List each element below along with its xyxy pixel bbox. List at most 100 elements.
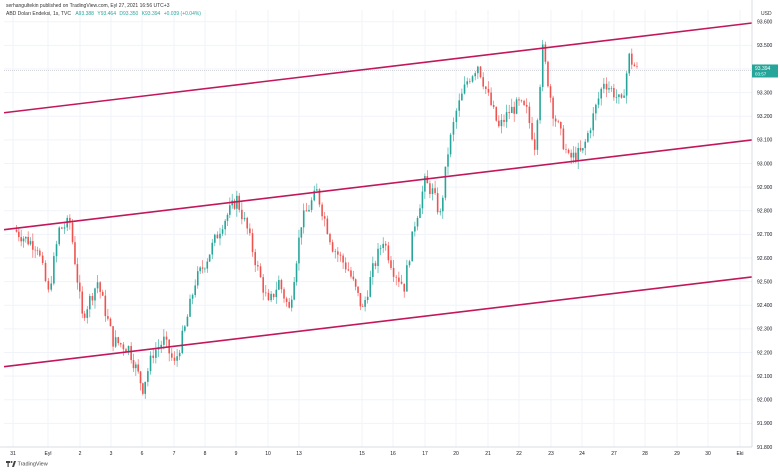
candle-body	[549, 86, 552, 98]
candles	[15, 39, 638, 399]
candle-body	[233, 200, 236, 209]
candle-body	[379, 248, 382, 249]
tradingview-branding[interactable]: TradingView	[6, 460, 48, 467]
candle-body	[135, 364, 137, 369]
candle-body	[525, 104, 528, 107]
candle-body	[357, 286, 359, 293]
lower-channel-line[interactable]	[3, 276, 753, 368]
candle-body	[628, 53, 631, 74]
candle-body	[238, 195, 240, 210]
candle-body	[310, 200, 313, 210]
candle-body	[280, 280, 283, 290]
candle-body	[107, 316, 109, 319]
candle-body	[270, 293, 272, 301]
candle-body	[482, 77, 484, 87]
candle-body	[41, 255, 44, 263]
candle-body	[444, 166, 447, 198]
upper-channel-line[interactable]	[3, 22, 753, 114]
x-tick-label: 9	[235, 451, 238, 457]
candle-body	[326, 218, 329, 234]
candle-body	[79, 282, 81, 292]
candle-body	[112, 326, 114, 347]
candle-body	[208, 254, 211, 262]
candle-body	[387, 245, 390, 261]
candle-body	[508, 112, 510, 114]
x-tick-label: 28	[642, 451, 648, 457]
candle-body	[589, 130, 592, 134]
candle-body	[132, 360, 135, 369]
candle-body	[71, 222, 74, 243]
candle-body	[500, 119, 503, 127]
candle-body	[206, 261, 209, 269]
candle-body	[560, 122, 562, 129]
candle-body	[592, 113, 594, 131]
candle-body	[262, 277, 264, 293]
candle-body	[503, 119, 505, 122]
candle-body	[331, 242, 334, 252]
candle-body	[372, 263, 374, 278]
axes: 93.60093.50093.40093.30093.20093.10093.0…	[0, 0, 778, 457]
candle-body	[479, 66, 482, 78]
candle-body	[165, 336, 168, 340]
candle-body	[104, 295, 107, 317]
candle-body	[577, 147, 579, 161]
x-tick-label: 8	[204, 451, 207, 457]
candle-body	[461, 93, 463, 101]
candle-body	[267, 292, 270, 301]
candle-body	[293, 282, 295, 300]
candle-body	[552, 97, 554, 119]
candle-body	[254, 252, 256, 266]
candle-body	[541, 44, 544, 88]
candle-body	[36, 250, 39, 251]
candle-body	[620, 94, 623, 98]
candle-body	[474, 73, 476, 77]
candle-body	[53, 256, 55, 284]
candle-body	[313, 190, 316, 201]
candle-body	[32, 241, 34, 250]
candle-body	[224, 220, 226, 230]
candle-body	[587, 133, 589, 142]
candle-body	[466, 81, 468, 85]
trend-lines[interactable]	[3, 22, 753, 368]
candle-body	[392, 267, 395, 277]
candle-body	[575, 152, 577, 161]
candle-body	[214, 234, 216, 243]
candle-body	[181, 330, 184, 353]
candle-body	[91, 296, 94, 301]
candle-body	[452, 122, 455, 135]
candle-body	[76, 264, 79, 283]
candle-body	[139, 371, 142, 384]
candle-body	[582, 148, 584, 151]
candle-body	[130, 346, 132, 361]
candle-body	[567, 149, 570, 153]
candle-body	[544, 44, 547, 62]
candle-body	[191, 295, 194, 299]
candle-body	[323, 216, 326, 219]
x-tick-label: 27	[611, 451, 617, 457]
candle-body	[513, 106, 515, 114]
candle-body	[485, 86, 487, 89]
middle-channel-line[interactable]	[3, 139, 753, 231]
candle-body	[406, 265, 408, 292]
candle-body	[600, 88, 602, 99]
candle-body	[608, 88, 610, 90]
candle-body	[554, 118, 557, 122]
candle-body	[434, 188, 436, 194]
candle-body	[334, 251, 337, 252]
candle-body	[455, 110, 458, 123]
candle-body	[173, 357, 176, 361]
y-tick-label: 92.700	[757, 232, 773, 238]
y-tick-label: 93.100	[757, 138, 773, 144]
candle-body	[186, 316, 189, 327]
candle-body	[120, 343, 122, 345]
candle-body	[492, 105, 495, 107]
candle-body	[152, 355, 154, 358]
candle-body	[283, 289, 285, 299]
candle-body	[27, 236, 29, 245]
candle-body	[347, 269, 350, 271]
candle-body	[96, 282, 99, 289]
candle-body	[520, 100, 523, 102]
